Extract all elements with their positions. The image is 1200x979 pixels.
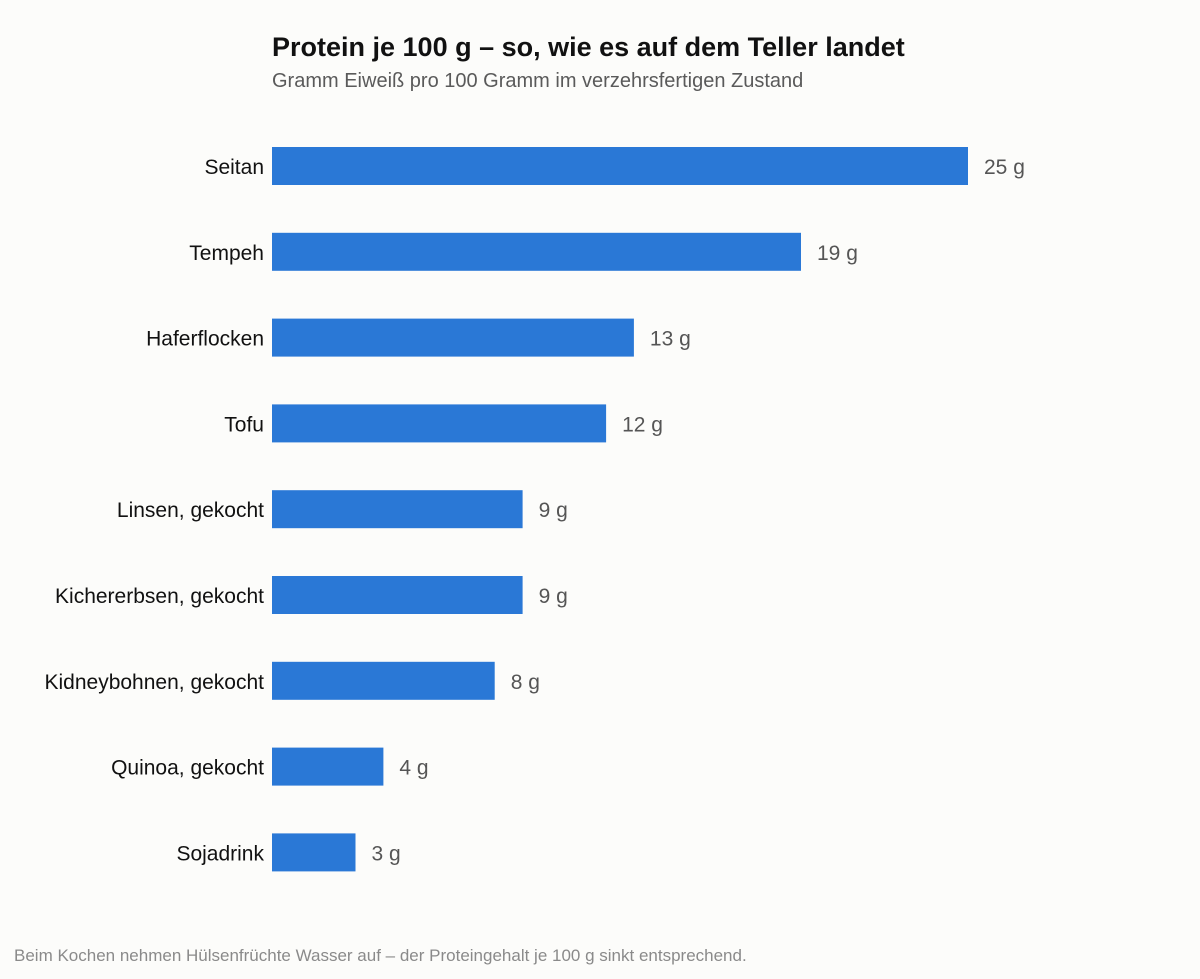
bar	[272, 318, 634, 357]
bar	[272, 147, 968, 185]
bar	[272, 661, 495, 700]
bar	[272, 576, 523, 614]
chart-title: Protein je 100 g – so, wie es auf dem Te…	[272, 32, 905, 62]
value-label: 9 g	[539, 585, 568, 608]
bar	[272, 747, 384, 786]
bar	[272, 232, 801, 271]
bar	[272, 490, 523, 529]
bar	[272, 833, 356, 872]
value-label: 3 g	[372, 842, 401, 865]
category-label: Sojadrink	[176, 842, 264, 865]
bar	[272, 404, 607, 443]
category-label: Seitan	[204, 156, 264, 179]
chart-subtitle: Gramm Eiweiß pro 100 Gramm im verzehrsfe…	[272, 70, 803, 92]
value-label: 25 g	[984, 156, 1025, 179]
value-label: 8 g	[511, 671, 540, 694]
value-label: 9 g	[539, 499, 568, 522]
category-label: Tempeh	[189, 242, 264, 265]
category-label: Haferflocken	[146, 328, 264, 351]
bars-group: Seitan 25 g Tempeh 19 g Haferflocken 13 g Tofu…	[44, 147, 1025, 872]
category-label: Tofu	[224, 413, 264, 436]
value-label: 13 g	[650, 328, 691, 351]
value-label: 19 g	[817, 242, 858, 265]
value-label: 12 g	[622, 413, 663, 436]
category-label: Quinoa, gekocht	[111, 757, 264, 780]
category-label: Kichererbsen, gekocht	[55, 585, 264, 608]
category-label: Kidneybohnen, gekocht	[44, 671, 264, 694]
category-label: Linsen, gekocht	[117, 499, 264, 522]
chart-footnote: Beim Kochen nehmen Hülsenfrüchte Wasser …	[14, 946, 747, 965]
value-label: 4 g	[399, 757, 428, 780]
